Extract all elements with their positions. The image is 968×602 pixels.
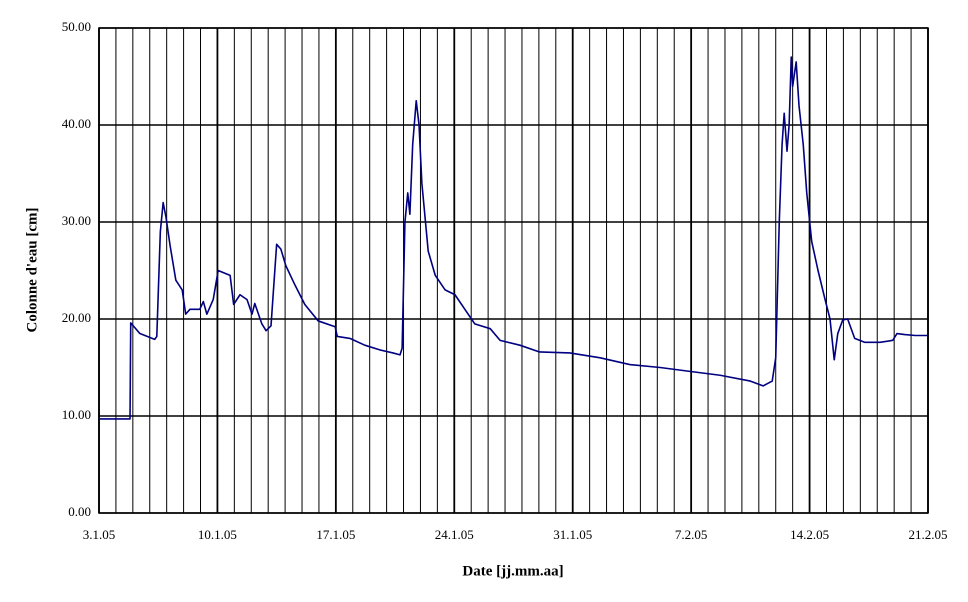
plot-frame bbox=[98, 27, 929, 514]
y-tick-label: 20.00 bbox=[62, 310, 91, 325]
y-tick-label: 30.00 bbox=[62, 213, 91, 228]
x-axis-title: Date [jj.mm.aa] bbox=[462, 563, 563, 579]
x-tick-label: 17.1.05 bbox=[316, 527, 355, 542]
y-tick-label: 0.00 bbox=[68, 504, 91, 519]
y-tick-label: 10.00 bbox=[62, 407, 91, 422]
y-tick-label: 50.00 bbox=[62, 19, 91, 34]
y-axis-title: Colonne d'eau [cm] bbox=[24, 208, 40, 333]
x-tick-label: 14.2.05 bbox=[790, 527, 829, 542]
data-line bbox=[99, 56, 928, 420]
x-tick-label: 31.1.05 bbox=[553, 527, 592, 542]
x-tick-label: 10.1.05 bbox=[198, 527, 237, 542]
x-tick-label: 21.2.05 bbox=[909, 527, 948, 542]
x-tick-label: 3.1.05 bbox=[83, 527, 116, 542]
y-tick-label: 40.00 bbox=[62, 116, 91, 131]
x-tick-label: 24.1.05 bbox=[435, 527, 474, 542]
x-tick-label: 7.2.05 bbox=[675, 527, 708, 542]
